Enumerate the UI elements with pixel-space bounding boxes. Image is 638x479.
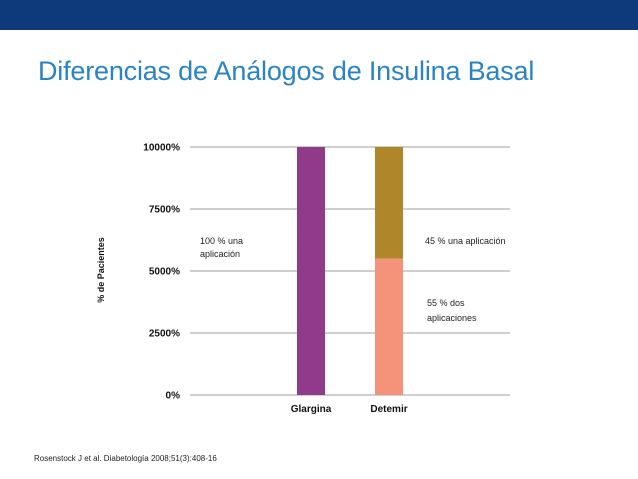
x-category-label: Detemir <box>370 404 407 415</box>
bar-detemir-segment-1 <box>375 147 403 259</box>
slide-title: Diferencias de Análogos de Insulina Basa… <box>38 56 535 86</box>
bar-detemir-segment-0 <box>375 258 403 395</box>
top-banner <box>0 0 638 30</box>
y-tick-label: 2500% <box>149 329 180 340</box>
annotation-glargina-line2: aplicación <box>200 249 240 259</box>
citation: Rosenstock J et al. Diabetología 2008;51… <box>34 454 217 463</box>
annotation-detemir-dos-line2: aplicaciones <box>427 313 477 323</box>
y-tick-label: 5000% <box>149 267 180 278</box>
x-category-label: Glargina <box>291 404 332 415</box>
annotation-detemir-dos-line1: 55 % dos <box>427 298 465 308</box>
y-axis-label: % de Pacientes <box>96 237 106 303</box>
annotation-detemir-una: 45 % una aplicación <box>425 236 506 246</box>
y-tick-label: 0% <box>166 391 181 402</box>
y-tick-label: 7500% <box>149 205 180 216</box>
bar-glargina-segment-0 <box>297 147 325 395</box>
annotation-glargina-line1: 100 % una <box>200 236 243 246</box>
y-tick-label: 10000% <box>143 143 180 154</box>
